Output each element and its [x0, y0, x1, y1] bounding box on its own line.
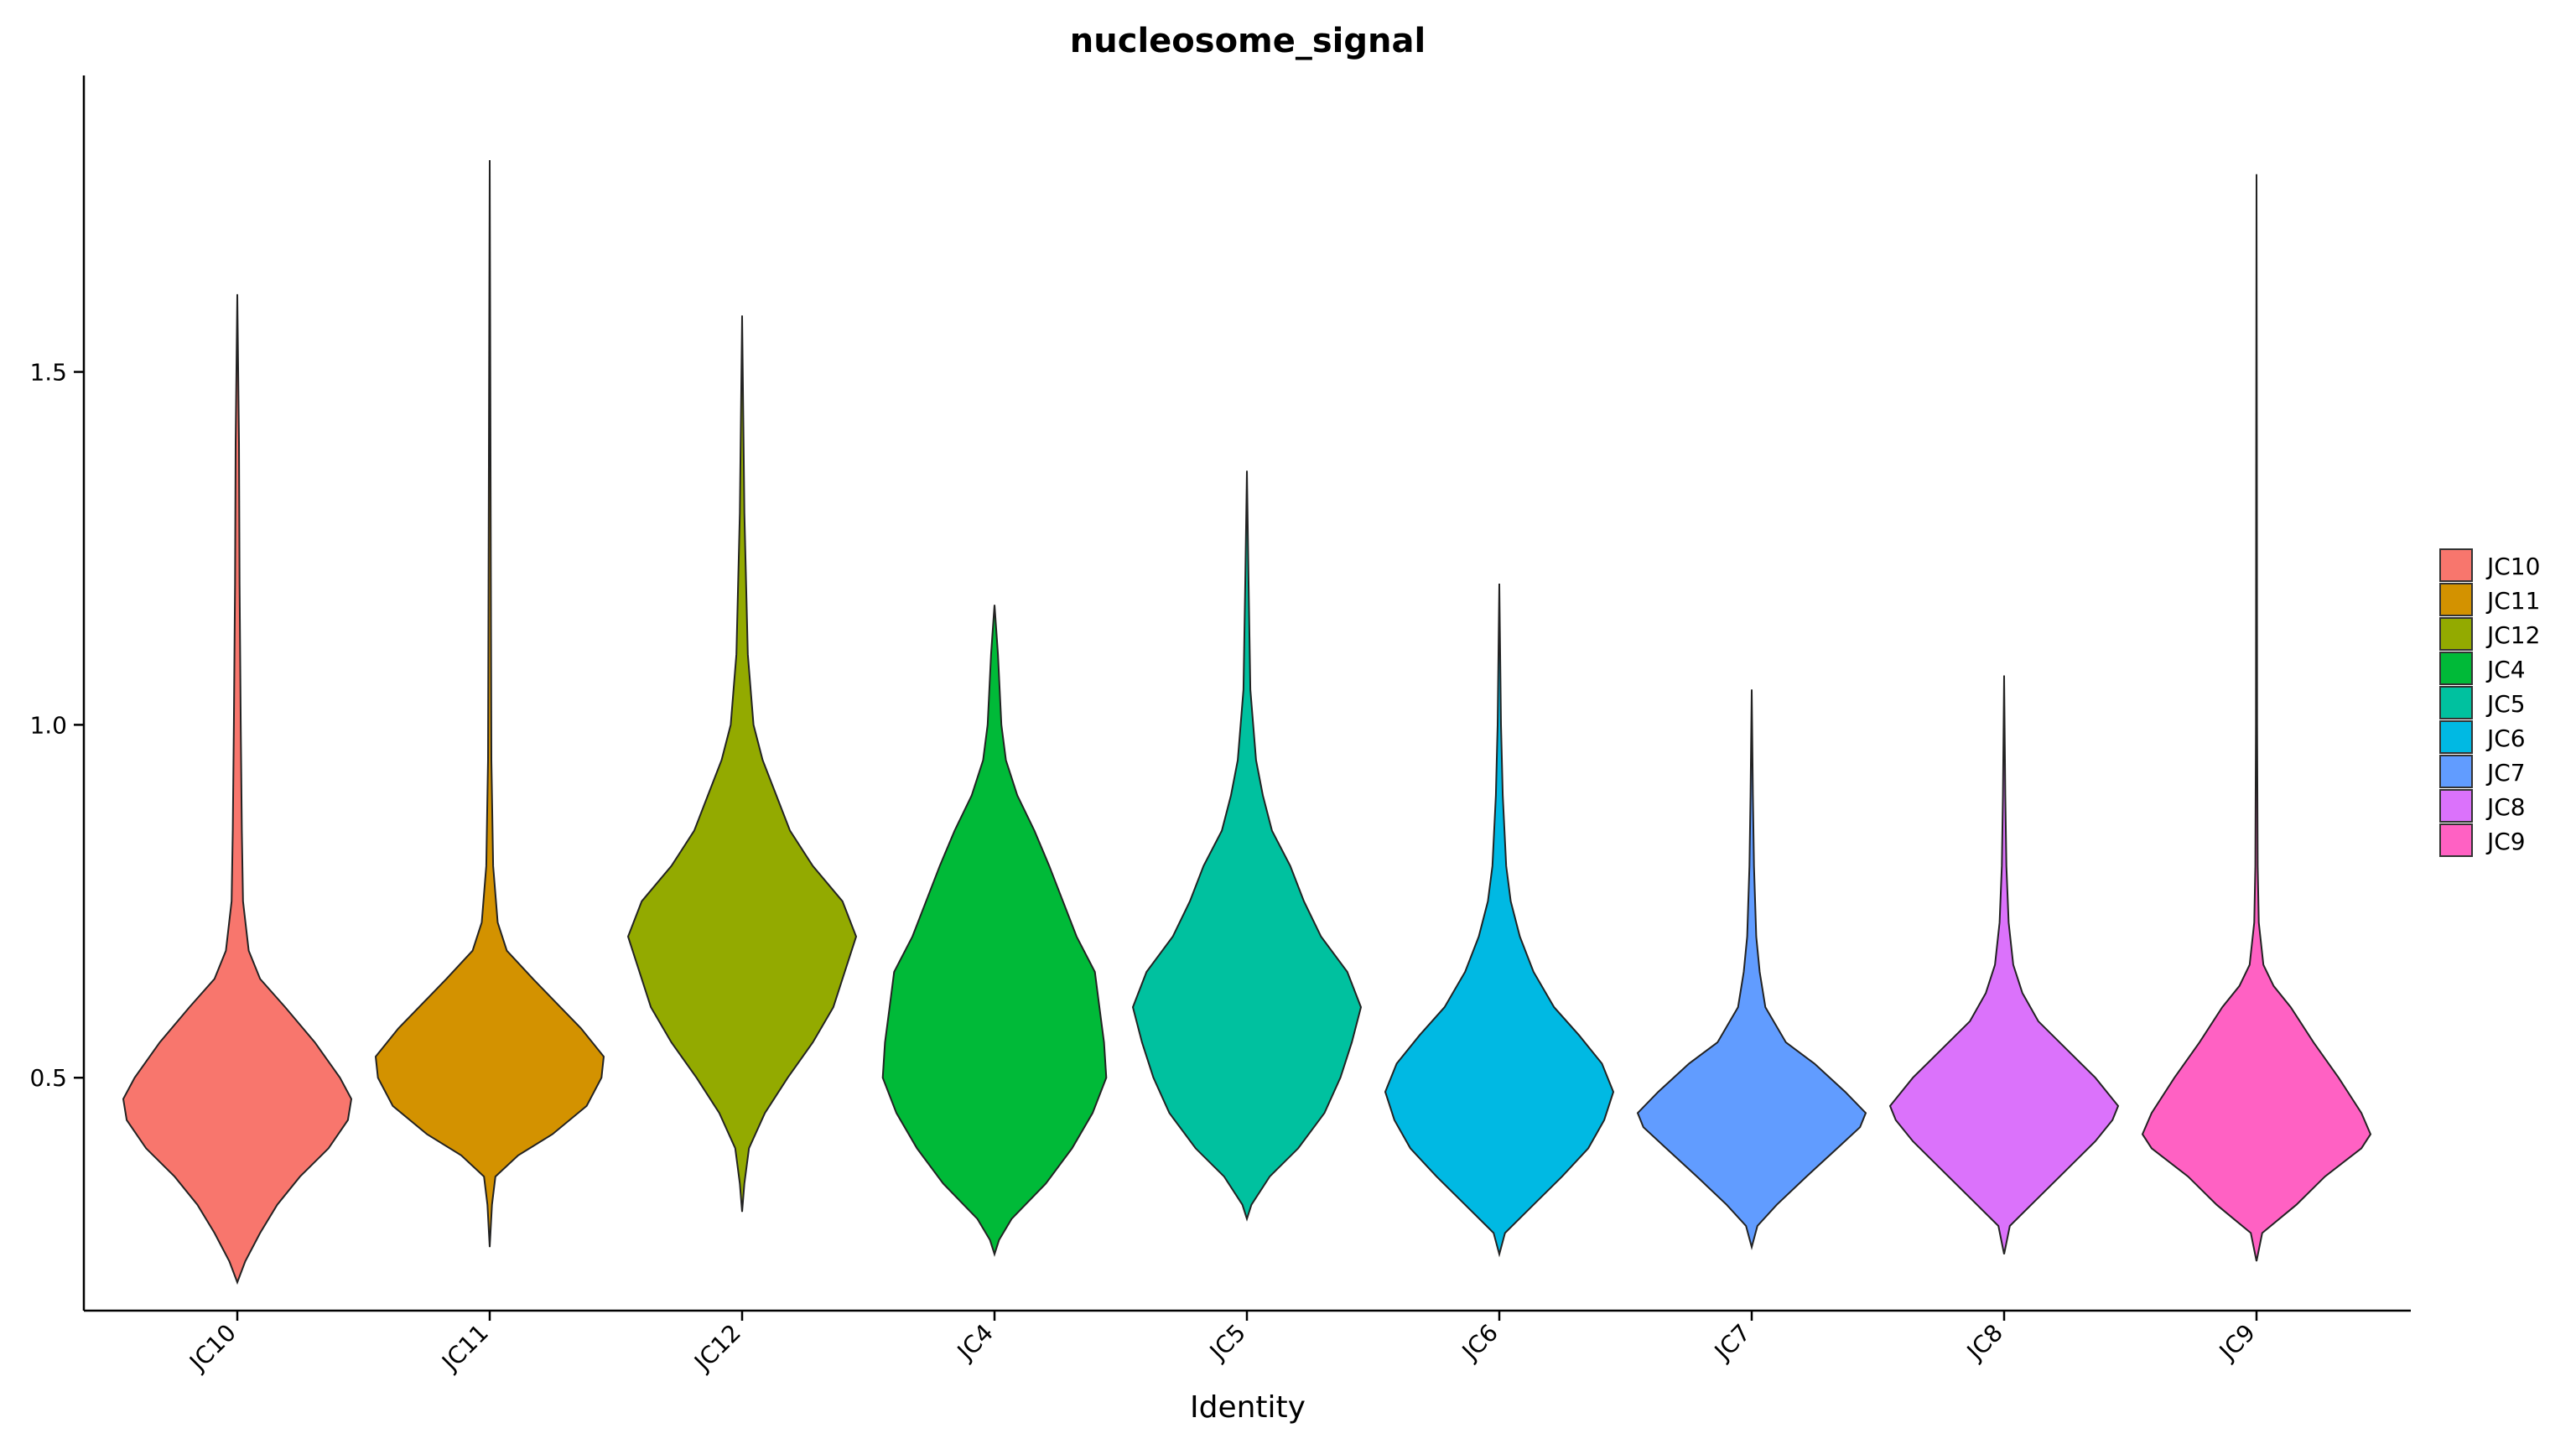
x-tick-label: JC4: [951, 1319, 999, 1367]
x-tick-label: JC11: [435, 1319, 494, 1378]
violin-jc6: [1384, 583, 1615, 1258]
violin-jc10: [122, 293, 353, 1285]
legend: JC10 JC11 JC12 JC4 JC5 JC6 JC7 JC8 JC9: [2439, 548, 2540, 857]
x-tick-label: JC12: [688, 1319, 746, 1378]
legend-key-jc12: [2439, 617, 2473, 651]
y-tick-label: 1.0: [29, 711, 67, 739]
x-tick-label: JC5: [1203, 1319, 1251, 1367]
legend-key-jc7: [2439, 755, 2473, 788]
x-axis-title: Identity: [1190, 1390, 1306, 1425]
x-tick-label: JC10: [183, 1319, 242, 1378]
violin-jc9: [2141, 174, 2372, 1262]
violin-jc8: [1888, 675, 2120, 1254]
x-tick-label: JC8: [1961, 1319, 2008, 1367]
legend-label: JC7: [2485, 759, 2526, 787]
y-tick-label: 1.5: [29, 359, 67, 387]
legend-label: JC9: [2485, 828, 2526, 855]
violin-group: [122, 159, 2372, 1285]
x-tick-label: JC6: [1456, 1319, 1504, 1367]
legend-label: JC8: [2485, 793, 2526, 821]
legend-key-jc11: [2439, 583, 2473, 616]
x-tick-label: JC9: [2213, 1319, 2261, 1367]
x-axis-ticks: JC10 JC11 JC12 JC4 JC5 JC6 JC7 JC8 JC9: [183, 1311, 2261, 1377]
legend-label: JC4: [2485, 656, 2526, 683]
legend-key-jc8: [2439, 789, 2473, 823]
legend-key-jc4: [2439, 652, 2473, 685]
legend-key-jc9: [2439, 823, 2473, 857]
violin-jc12: [626, 315, 858, 1213]
y-tick-label: 0.5: [29, 1064, 67, 1092]
legend-label: JC6: [2485, 724, 2526, 752]
legend-label: JC12: [2485, 621, 2540, 649]
legend-key-jc5: [2439, 686, 2473, 719]
chart-title: nucleosome_signal: [1070, 22, 1426, 60]
violin-jc11: [374, 159, 605, 1248]
violin-jc5: [1131, 470, 1363, 1222]
violin-jc4: [881, 605, 1108, 1257]
legend-key-jc10: [2439, 548, 2473, 582]
x-tick-label: JC7: [1708, 1319, 1756, 1367]
legend-label: JC5: [2485, 690, 2526, 718]
violin-jc7: [1636, 689, 1867, 1251]
legend-label: JC11: [2485, 587, 2540, 615]
y-axis-ticks: 0.5 1.0 1.5: [29, 359, 84, 1092]
legend-label: JC10: [2485, 553, 2540, 580]
legend-key-jc6: [2439, 720, 2473, 754]
